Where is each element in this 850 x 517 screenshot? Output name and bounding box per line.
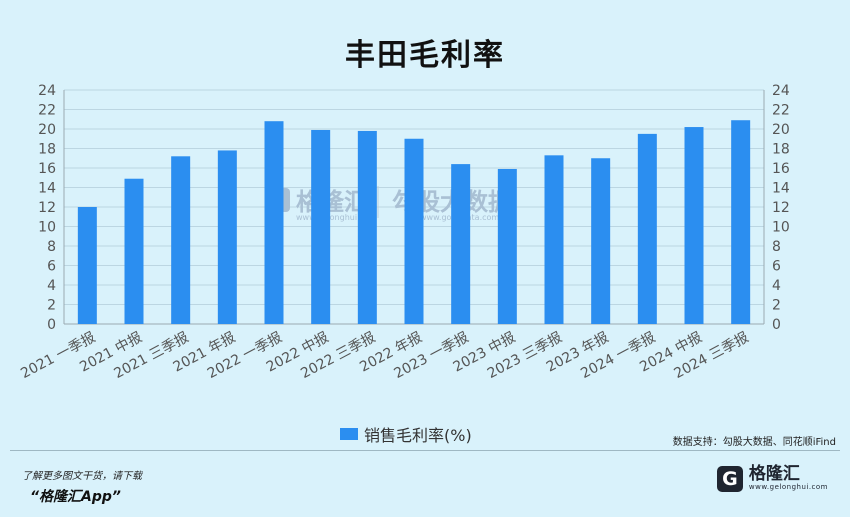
bar [544, 155, 564, 324]
brand-url: www.gelonghui.com [748, 483, 828, 492]
y-tick-label-right: 16 [772, 161, 790, 177]
watermark-brand1: 格隆汇 [296, 188, 368, 216]
y-tick-label-right: 8 [772, 239, 781, 255]
brand-logo: G 格隆汇 www.gelonghui.com [716, 464, 828, 492]
y-tick-label-right: 10 [772, 220, 790, 236]
y-tick-label-right: 20 [772, 122, 790, 138]
y-tick-label-right: 14 [772, 181, 790, 197]
y-tick-label-left: 18 [38, 142, 56, 158]
footer-note: 了解更多图文干货，请下载 [22, 471, 142, 482]
y-tick-label-right: 18 [772, 142, 790, 158]
y-tick-label-left: 24 [38, 83, 56, 99]
y-tick-label-left: 0 [47, 317, 56, 333]
legend: 销售毛利率(%) [340, 422, 472, 446]
y-tick-label-left: 10 [38, 220, 56, 236]
bar [264, 121, 284, 324]
legend-label: 销售毛利率(%) [364, 426, 472, 445]
bar [404, 138, 424, 324]
y-tick-label-right: 6 [772, 259, 781, 275]
bar [217, 150, 237, 324]
brand-name: 格隆汇 [748, 464, 800, 485]
bar [357, 130, 377, 324]
bar [124, 178, 144, 324]
bars [77, 120, 751, 324]
footer-app-name: “格隆汇App” [30, 489, 121, 505]
legend-swatch [340, 428, 358, 440]
bar [731, 120, 751, 324]
y-tick-label-left: 4 [47, 278, 56, 294]
y-tick-label-left: 20 [38, 122, 56, 138]
bar-chart: 格隆汇 www.gelonghui.com 勾股大数据 www.gogudata… [18, 83, 790, 382]
bar [171, 156, 191, 324]
data-source: 数据支持：勾股大数据、同花顺iFind [672, 437, 836, 448]
brand-g-icon: G [716, 466, 743, 492]
y-tick-label-left: 12 [38, 200, 56, 216]
chart-title: 丰田毛利率 [345, 38, 505, 73]
y-tick-label-right: 22 [772, 103, 790, 119]
y-tick-label-left: 2 [47, 298, 56, 314]
bar [451, 164, 471, 324]
y-tick-label-left: 6 [47, 259, 56, 275]
y-tick-label-right: 12 [772, 200, 790, 216]
y-tick-label-right: 0 [772, 317, 781, 333]
bar [497, 168, 517, 324]
y-tick-label-right: 4 [772, 278, 781, 294]
watermark-brand1-url: www.gelonghui.com [296, 213, 377, 222]
y-tick-label-left: 14 [38, 181, 56, 197]
y-tick-label-left: 22 [38, 103, 56, 119]
y-tick-label-right: 2 [772, 298, 781, 314]
y-tick-label-left: 16 [38, 161, 56, 177]
watermark: 格隆汇 www.gelonghui.com 勾股大数据 www.gogudata… [266, 186, 512, 222]
bar [591, 158, 611, 324]
divider [10, 450, 840, 451]
bar [77, 207, 97, 324]
y-tick-label-right: 24 [772, 83, 790, 99]
bar [637, 133, 657, 324]
bar [684, 127, 704, 324]
bar [311, 129, 331, 324]
y-tick-label-left: 8 [47, 239, 56, 255]
